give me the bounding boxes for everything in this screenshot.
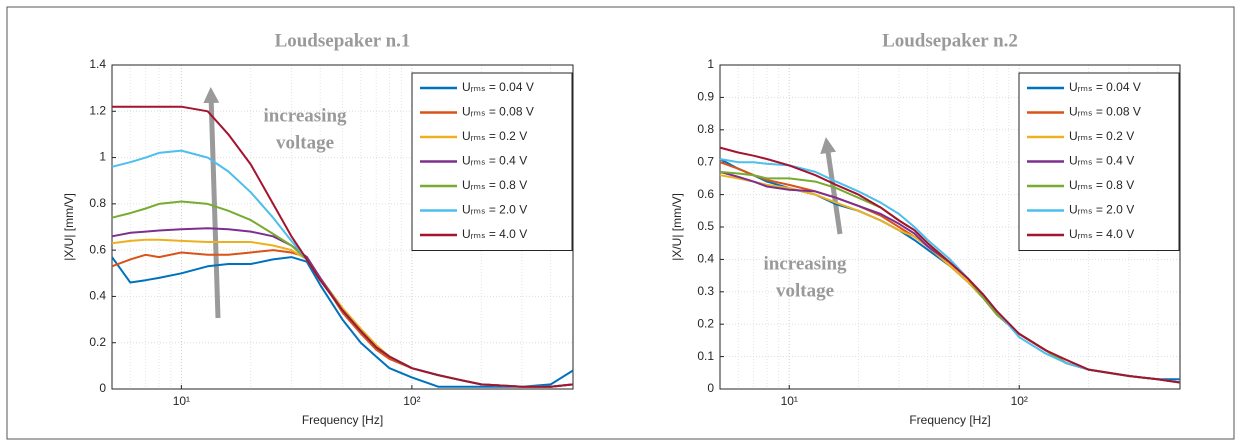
x-axis-label: Frequency [Hz] xyxy=(909,413,990,427)
legend-label: Uᵣₘₛ = 0.4 V xyxy=(1069,154,1134,168)
y-tick-label: 1 xyxy=(99,150,106,164)
annotation: increasing xyxy=(763,253,847,274)
axes-box xyxy=(111,64,574,390)
y-tick-label: 0.2 xyxy=(89,335,106,349)
annotation: voltage xyxy=(776,280,834,301)
series-line xyxy=(719,158,1181,384)
annotation: increasing xyxy=(263,105,347,126)
x-tick-label: 10¹ xyxy=(173,394,190,408)
y-tick-label: 0.4 xyxy=(89,289,106,303)
x-axis-label: Frequency [Hz] xyxy=(302,413,383,427)
y-tick-label: 0.9 xyxy=(697,90,714,104)
legend-label: Uᵣₘₛ = 0.08 V xyxy=(1069,105,1141,119)
legend-label: Uᵣₘₛ = 0.8 V xyxy=(1069,178,1134,192)
y-tick-label: 0.3 xyxy=(697,284,714,298)
annotation: voltage xyxy=(276,132,334,153)
y-tick-label: 0.1 xyxy=(697,349,714,363)
legend-label: Uᵣₘₛ = 0.2 V xyxy=(462,129,527,143)
legend-label: Uᵣₘₛ = 0.8 V xyxy=(462,178,527,192)
y-tick-label: 1.4 xyxy=(89,57,106,71)
legend-label: Uᵣₘₛ = 4.0 V xyxy=(462,227,527,241)
legend-label: Uᵣₘₛ = 0.04 V xyxy=(1069,80,1141,94)
y-axis-label: |X/U| [mm/V] xyxy=(670,193,684,261)
y-tick-label: 0 xyxy=(99,381,106,395)
y-tick-label: 0.6 xyxy=(89,242,106,256)
series-line xyxy=(112,105,574,388)
y-tick-label: 0 xyxy=(707,381,714,395)
y-tick-label: 0.7 xyxy=(697,154,714,168)
legend-label: Uᵣₘₛ = 0.2 V xyxy=(1069,129,1134,143)
arrow xyxy=(820,137,843,235)
x-tick-label: 10¹ xyxy=(781,394,798,408)
y-tick-label: 0.2 xyxy=(697,316,714,330)
series-line xyxy=(111,256,574,388)
series-line xyxy=(719,146,1181,384)
y-tick-label: 0.6 xyxy=(697,187,714,201)
legend-label: Uᵣₘₛ = 4.0 V xyxy=(1069,227,1134,241)
y-tick-label: 0.4 xyxy=(697,252,714,266)
x-tick-label: 10² xyxy=(403,394,420,408)
legend-label: Uᵣₘₛ = 0.08 V xyxy=(462,105,534,119)
y-tick-label: 1 xyxy=(707,57,714,71)
chart-title: Loudsepaker n.2 xyxy=(882,30,1018,51)
legend-label: Uᵣₘₛ = 2.0 V xyxy=(462,203,527,217)
chart-title: Loudsepaker n.1 xyxy=(275,30,411,51)
legend-label: Uᵣₘₛ = 0.04 V xyxy=(462,80,534,94)
y-axis-label: |X/U| [mm/V] xyxy=(62,193,76,261)
legend-label: Uᵣₘₛ = 2.0 V xyxy=(1069,203,1134,217)
y-tick-label: 0.8 xyxy=(89,196,106,210)
x-tick-label: 10² xyxy=(1011,394,1028,408)
axes-box xyxy=(719,64,1181,390)
y-tick-label: 0.8 xyxy=(697,122,714,136)
y-tick-label: 1.2 xyxy=(89,103,106,117)
legend-label: Uᵣₘₛ = 0.4 V xyxy=(462,154,527,168)
y-tick-label: 0.5 xyxy=(697,219,714,233)
